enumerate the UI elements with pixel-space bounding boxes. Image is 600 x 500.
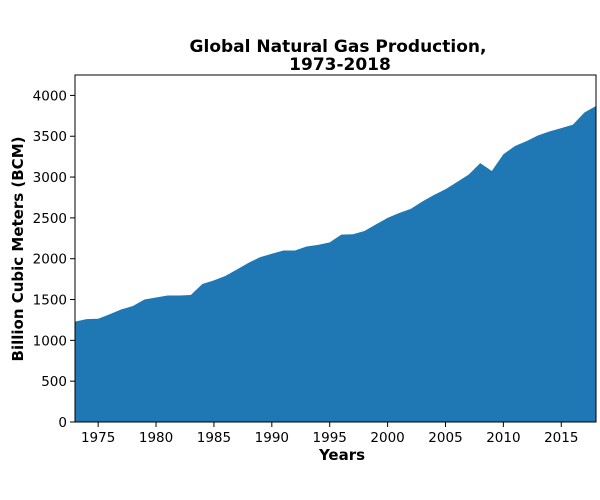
chart-title-line-1: Global Natural Gas Production, xyxy=(190,37,487,57)
y-tick-label: 500 xyxy=(41,374,67,390)
y-tick-label: 3500 xyxy=(33,129,67,145)
chart-title-line-2: 1973-2018 xyxy=(289,55,391,75)
x-tick-label: 1995 xyxy=(313,430,347,446)
y-tick-label: 3000 xyxy=(33,170,67,186)
x-tick-label: 1980 xyxy=(139,430,173,446)
y-axis-label: Billion Cubic Meters (BCM) xyxy=(9,137,27,362)
x-tick-label: 2010 xyxy=(486,430,520,446)
x-tick-label: 2000 xyxy=(370,430,404,446)
x-tick-label: 1990 xyxy=(255,430,289,446)
x-axis-label: Years xyxy=(318,446,365,464)
y-tick-label: 2500 xyxy=(33,211,67,227)
y-tick-label: 4000 xyxy=(33,88,67,104)
y-tick-label: 1000 xyxy=(33,333,67,349)
x-tick-label: 2005 xyxy=(428,430,462,446)
x-tick-label: 1975 xyxy=(81,430,115,446)
x-tick-label: 2015 xyxy=(544,430,578,446)
plot-area: 0 500 1000 1500 2000 2500 3000 3500 4000 1975 1980… xyxy=(33,74,597,446)
y-tick-label: 2000 xyxy=(33,252,67,268)
axes-frame xyxy=(74,74,597,423)
y-tick-label: 0 xyxy=(58,415,67,431)
area-series xyxy=(75,106,596,422)
x-tick-label: 1985 xyxy=(197,430,231,446)
y-tick-label: 1500 xyxy=(33,293,67,309)
